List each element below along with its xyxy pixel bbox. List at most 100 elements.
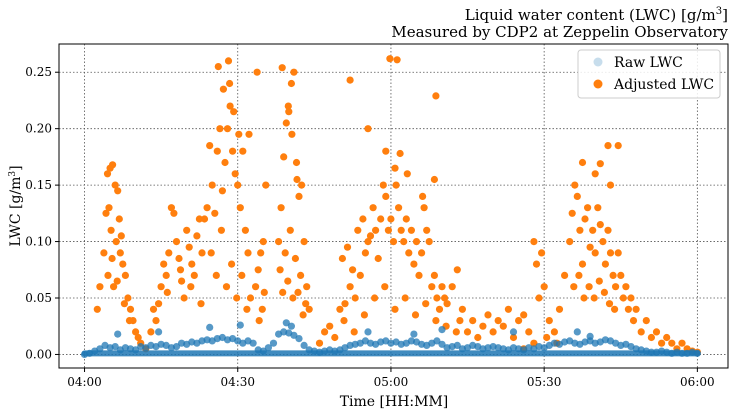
adjusted-lwc-point — [297, 271, 305, 279]
adjusted-lwc-point — [152, 317, 160, 325]
adjusted-lwc-point — [443, 300, 451, 308]
adjusted-lwc-point — [180, 294, 188, 302]
adjusted-lwc-point — [561, 271, 569, 279]
adjusted-lwc-point — [198, 249, 206, 257]
adjusted-lwc-point — [346, 283, 354, 291]
adjusted-lwc-point — [432, 92, 440, 100]
adjusted-lwc-point — [255, 317, 263, 325]
adjusted-lwc-point — [403, 170, 411, 178]
adjusted-lwc-point — [422, 300, 430, 308]
adjusted-lwc-point — [113, 277, 121, 285]
adjusted-lwc-point — [386, 55, 394, 63]
raw-lwc-point — [586, 332, 594, 340]
adjusted-lwc-point — [550, 328, 559, 336]
legend-label-raw-lwc: Raw LWC — [614, 55, 683, 71]
adjusted-lwc-point — [155, 300, 163, 308]
adjusted-lwc-point — [627, 294, 635, 302]
adjusted-lwc-point — [338, 254, 346, 263]
adjusted-lwc-point — [295, 192, 303, 200]
raw-lwc-point — [410, 330, 418, 338]
adjusted-lwc-point — [346, 76, 354, 84]
adjusted-lwc-point — [585, 283, 593, 291]
raw-lwc-point — [453, 341, 461, 349]
x-tick-label: 06:00 — [680, 375, 715, 389]
raw-lwc-point — [282, 319, 290, 327]
adjusted-lwc-point — [241, 226, 249, 234]
adjusted-lwc-point — [238, 271, 246, 279]
raw-lwc-point — [269, 339, 278, 347]
y-tick-label: 0.25 — [25, 65, 52, 79]
adjusted-lwc-point — [530, 339, 538, 347]
adjusted-lwc-point — [595, 277, 603, 285]
adjusted-lwc-point — [432, 317, 440, 325]
adjusted-lwc-point — [105, 204, 113, 212]
adjusted-lwc-point — [474, 333, 482, 342]
raw-lwc-series — [80, 319, 702, 359]
adjusted-lwc-point — [160, 260, 168, 268]
adjusted-lwc-point — [652, 328, 661, 336]
adjusted-lwc-point — [458, 305, 466, 313]
x-tick-label: 05:00 — [374, 375, 409, 389]
adjusted-lwc-point — [540, 283, 548, 291]
adjusted-lwc-point — [157, 283, 165, 291]
x-tick-label: 04:00 — [67, 375, 102, 389]
adjusted-lwc-point — [423, 226, 431, 234]
adjusted-lwc-point — [591, 170, 599, 178]
adjusted-lwc-point — [397, 226, 405, 234]
adjusted-lwc-point — [400, 238, 408, 246]
raw-lwc-point — [295, 335, 303, 343]
adjusted-lwc-point — [187, 283, 195, 291]
adjusted-lwc-point — [596, 221, 604, 229]
adjusted-lwc-point — [211, 209, 219, 217]
adjusted-lwc-point — [115, 215, 123, 223]
adjusted-lwc-point — [576, 226, 584, 234]
raw-lwc-point — [236, 321, 244, 329]
raw-lwc-point — [249, 339, 257, 347]
adjusted-lwc-point — [321, 328, 329, 336]
adjusted-lwc-point — [193, 232, 201, 240]
adjusted-lwc-point — [254, 266, 262, 274]
adjusted-lwc-point — [600, 288, 609, 296]
adjusted-lwc-point — [116, 249, 124, 257]
legend-label-adjusted-lwc: Adjusted LWC — [613, 77, 714, 93]
adjusted-lwc-point — [331, 333, 339, 342]
adjusted-lwc-point — [93, 305, 101, 313]
adjusted-lwc-point — [379, 181, 387, 189]
adjusted-lwc-point — [281, 249, 289, 257]
adjusted-lwc-point — [104, 271, 112, 279]
adjusted-lwc-point — [622, 283, 630, 291]
adjusted-lwc-point — [419, 192, 427, 200]
adjusted-lwc-point — [360, 311, 368, 319]
adjusted-lwc-point — [216, 125, 224, 133]
adjusted-lwc-point — [176, 266, 185, 274]
adjusted-lwc-point — [555, 305, 564, 313]
adjusted-lwc-point — [405, 249, 413, 257]
adjusted-lwc-point — [258, 305, 266, 313]
adjusted-lwc-point — [291, 254, 299, 263]
y-tick-label: 0.15 — [25, 178, 52, 192]
adjusted-lwc-point — [668, 339, 676, 347]
adjusted-lwc-point — [326, 322, 334, 330]
raw-lwc-point — [300, 341, 308, 349]
adjusted-lwc-point — [611, 305, 619, 313]
adjusted-lwc-point — [463, 328, 472, 336]
y-tick-label: 0.10 — [25, 235, 52, 249]
adjusted-lwc-point — [599, 238, 607, 246]
adjusted-lwc-point — [366, 232, 375, 240]
adjusted-lwc-point — [568, 209, 576, 217]
adjusted-lwc-point — [293, 175, 301, 184]
adjusted-lwc-point — [282, 119, 290, 127]
adjusted-lwc-point — [637, 328, 645, 336]
adjusted-lwc-point — [290, 68, 298, 76]
adjusted-lwc-point — [230, 108, 238, 116]
adjusted-lwc-point — [351, 294, 359, 302]
adjusted-lwc-point — [382, 147, 390, 155]
adjusted-lwc-point — [229, 147, 237, 155]
adjusted-lwc-point — [535, 294, 543, 302]
adjusted-lwc-point — [260, 288, 268, 296]
adjusted-lwc-point — [102, 209, 110, 217]
adjusted-lwc-point — [391, 164, 399, 172]
raw-lwc-point — [438, 340, 446, 348]
adjusted-lwc-point — [233, 294, 241, 302]
